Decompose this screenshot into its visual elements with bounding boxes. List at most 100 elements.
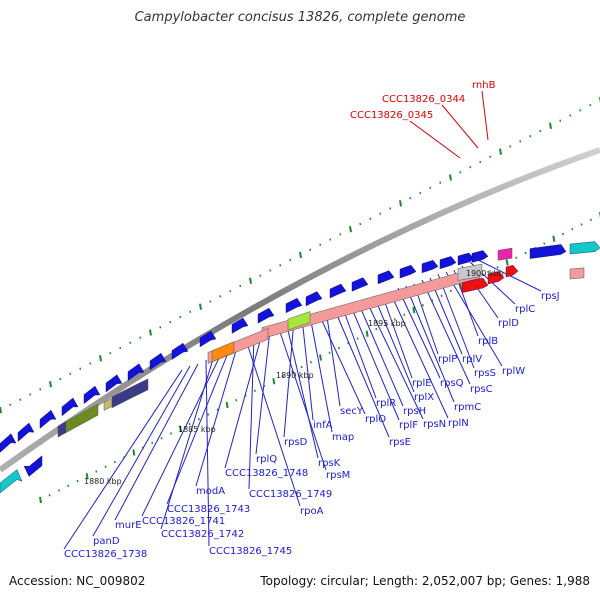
gene-label: rpsQ [440, 378, 464, 389]
tick-mark [169, 432, 172, 435]
tick-mark [375, 327, 378, 331]
forward-gene-arrow [257, 307, 275, 324]
gene-label: rplR [376, 398, 396, 409]
genome-title: Campylobacter concisus 13826, complete g… [134, 10, 466, 25]
gene-arrow [0, 469, 23, 494]
leader-line [397, 287, 441, 379]
tick-mark [347, 342, 350, 345]
forward-gene-arrow [377, 270, 395, 285]
gene-label: CCC13826_1741 [142, 516, 225, 527]
leader-line [349, 303, 400, 421]
forward-gene-arrow [399, 264, 417, 279]
tick-mark [259, 274, 262, 277]
forward-gene-arrow [329, 283, 347, 299]
tick-mark [440, 294, 443, 297]
tick-mark [209, 300, 212, 303]
tick-mark [188, 422, 191, 426]
tick-mark [113, 460, 116, 464]
leader-line [205, 359, 210, 547]
tick-mark [67, 484, 70, 487]
gene-label: rplQ [256, 454, 277, 465]
gene-label: rpsS [474, 368, 496, 379]
leader-line [309, 315, 333, 433]
tick-mark [549, 122, 552, 129]
leader-line [92, 365, 191, 537]
tick-mark [489, 155, 492, 159]
tick-mark [132, 449, 136, 456]
tick-mark [393, 318, 396, 321]
leader-line [141, 351, 223, 517]
tick-mark [48, 494, 51, 497]
gene-label: rplF [399, 420, 418, 431]
tick-mark [580, 223, 583, 226]
leader-line [325, 309, 341, 407]
kbp-label: 1890 kbp [276, 371, 314, 380]
tick-mark [59, 377, 62, 381]
gene-label: rpsJ [541, 291, 560, 302]
tick-mark [279, 264, 282, 267]
kbp-label: 1895 kbp [368, 319, 406, 328]
gene-label: rplC [515, 304, 535, 315]
tick-mark [379, 212, 382, 215]
tick-mark [95, 470, 98, 473]
tick-mark [419, 191, 422, 195]
leader-line [405, 285, 455, 403]
tick-mark [365, 330, 369, 337]
gene-label: CCC13826_0345 [350, 110, 433, 121]
forward-gene-arrow [471, 250, 489, 263]
tick-mark [149, 329, 152, 336]
tick-mark [337, 346, 340, 350]
gene-label: rplE [412, 378, 432, 389]
gene-label: rpsE [389, 437, 411, 448]
leader-line [317, 311, 366, 415]
tick-mark [85, 473, 89, 480]
tick-mark [589, 103, 592, 107]
gene-box-slate [131, 378, 149, 399]
leader-line [441, 104, 479, 149]
tick-mark [403, 313, 406, 316]
gene-label: rplO [365, 414, 386, 425]
tick-mark [515, 256, 518, 259]
leader-line [277, 325, 327, 471]
leader-line [341, 305, 377, 399]
leader-line [248, 335, 255, 490]
tick-mark [0, 406, 2, 414]
tick-mark [439, 181, 442, 184]
tick-mark [552, 235, 556, 242]
leader-line [365, 299, 424, 420]
tick-mark [399, 200, 402, 207]
tick-mark [496, 266, 499, 269]
leader-line [437, 273, 475, 369]
tick-mark [319, 243, 322, 246]
gene-label: rplD [498, 318, 519, 329]
gene-label: rpoA [300, 506, 324, 517]
tick-mark [269, 269, 272, 272]
leader-line [481, 90, 489, 141]
tick-mark [524, 251, 527, 255]
gene-label: CCC13826_1742 [161, 529, 244, 540]
leader-line [333, 307, 390, 438]
gene-label: modA [196, 486, 225, 497]
tick-mark [299, 251, 302, 259]
tick-mark [291, 370, 294, 373]
forward-gene-arrow [439, 256, 457, 270]
tick-mark [272, 378, 276, 385]
gene-box-orange [211, 341, 235, 363]
tick-mark [505, 259, 509, 266]
tick-mark [239, 284, 242, 288]
tick-mark [76, 479, 79, 483]
gene-box-slate [57, 421, 67, 438]
tick-mark [216, 408, 219, 411]
leader-line [224, 333, 263, 469]
gene-label: CCC13826_0344 [382, 94, 465, 105]
tick-mark [207, 413, 210, 416]
tick-mark [539, 129, 542, 133]
tick-mark [571, 228, 574, 231]
forward-gene-arrow [17, 422, 35, 442]
gene-label: rpsM [326, 470, 350, 481]
tick-mark [197, 418, 200, 421]
leader-line [285, 321, 319, 459]
leader-line [413, 283, 439, 355]
rna-gene-arrow [461, 277, 489, 293]
